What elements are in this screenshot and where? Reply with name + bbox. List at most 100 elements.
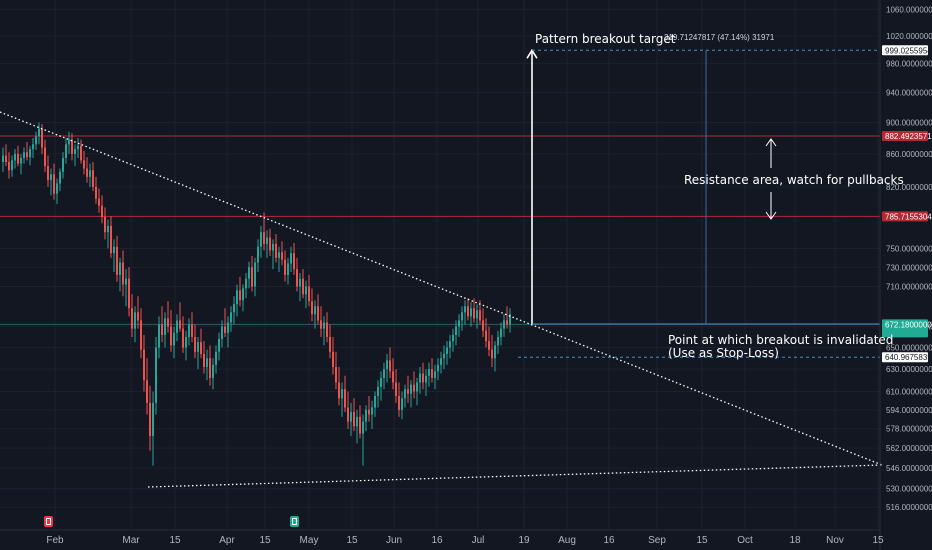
candle [416,377,418,406]
candle [299,272,301,302]
candle [413,371,415,399]
event-marker-icon [44,516,53,527]
candle [188,318,190,346]
candle [440,351,442,374]
candle [293,243,295,275]
candle [119,257,121,292]
y-tick-label: 1060.00000000 [886,5,932,14]
candle [497,330,499,354]
candle [443,345,445,370]
y-tick-label: 562.00000000 [886,444,932,453]
candle [368,396,370,422]
y-tick-label: 530.00000000 [886,485,932,494]
candle [194,324,196,359]
price-tag: 882.49235719 [882,131,932,142]
candle [32,138,34,158]
x-tick-label: Jun [386,535,402,546]
candle [461,306,463,331]
candle [50,168,52,196]
candle [245,272,247,299]
candle [308,274,310,307]
candle [95,176,97,204]
candle [2,147,4,172]
candle [362,414,364,466]
candle [275,233,277,263]
grid [0,0,880,530]
x-tick-label: Mar [122,535,140,546]
candle [47,155,49,187]
y-tick-label: 650.00000000 [886,344,932,353]
candle [278,246,280,273]
candle [305,280,307,309]
candle [89,163,91,187]
candle [320,306,322,337]
candle [107,219,109,249]
candle [197,336,199,370]
candle [5,144,7,167]
price-tag: 640.96758351 [882,352,932,363]
candle [143,334,145,392]
candle [83,150,85,175]
candle [386,353,388,383]
candle [11,155,13,177]
candle [152,391,154,466]
y-tick-label: 750.00000000 [886,245,932,254]
candle [500,322,502,346]
price-tags: 999.02559545 882.49235719 785.71553042 672.… [882,45,932,363]
y-tick-label: 820.00000000 [886,183,932,192]
x-tick-label: Apr [219,535,235,546]
candle [329,324,331,359]
candle [317,294,319,325]
candle [314,300,316,329]
candle [326,312,328,343]
y-tick-label: 940.00000000 [886,88,932,97]
candle [263,212,265,251]
candle [251,255,253,292]
candle [68,131,70,154]
candle [509,308,511,333]
candle [431,358,433,383]
x-tick-label: May [300,535,319,546]
candle [167,301,169,333]
candle [383,362,385,390]
candle [371,400,373,429]
candle [14,149,16,169]
candle [404,384,406,408]
candle [341,382,343,417]
y-tick-label: 610.00000000 [886,387,932,396]
candle [227,316,229,348]
candle [266,230,268,258]
candle [269,228,271,256]
candle [113,239,115,273]
candle [155,336,157,415]
candle [92,161,94,192]
candle [257,239,259,273]
candle [233,296,235,325]
resistance-annotation: Resistance area, watch for pullbacks [684,173,904,187]
x-tick-label: Feb [46,535,64,546]
candle [302,269,304,299]
candle [356,409,358,444]
candle [29,145,31,166]
target-annotation: Pattern breakout target [535,32,676,46]
candle [437,358,439,381]
candle [422,362,424,390]
price-tag-label: 672.18000000 [885,320,932,329]
candle [191,312,193,343]
candle [44,139,46,172]
candle [149,385,151,451]
x-tick-label: 15 [346,535,358,546]
y-tick-label: 730.00000000 [886,263,932,272]
candle [311,288,313,322]
x-tick-label: 15 [696,535,708,546]
candle [215,345,217,374]
candle [491,334,493,367]
resistance-arrow-head-down [765,211,777,220]
candle [281,241,283,266]
y-tick-label: 900.00000000 [886,118,932,127]
y-axis: 1060.00000000 1020.00000000 980.00000000 94… [879,0,932,550]
candle [458,314,460,337]
candle [410,380,412,408]
x-tick-label: 19 [518,535,530,546]
